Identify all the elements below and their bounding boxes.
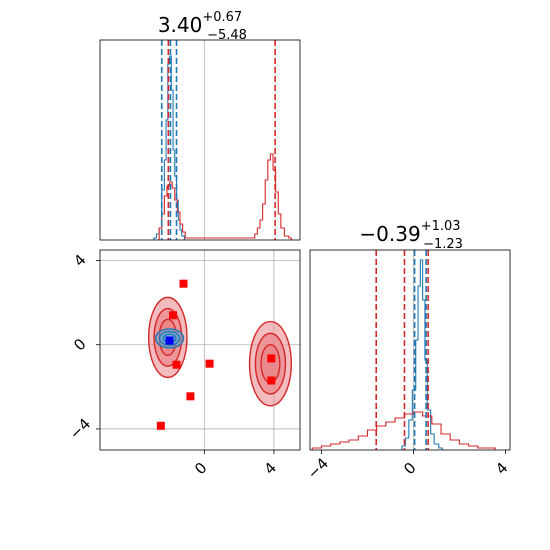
- x-axis-ticks: −4 0 4: [304, 450, 512, 483]
- sample-marker: [267, 354, 276, 363]
- chart-title-1: 3.40+0.67 −5.48: [158, 10, 247, 43]
- marginal-histogram-1-panel: 3.40+0.67 −5.48: [99, 10, 301, 241]
- y-tick-label: −4: [66, 415, 94, 443]
- title-2-upper-error: +1.03: [421, 219, 461, 234]
- axes-frame: [99, 249, 301, 451]
- title-2-lower-error: −1.23: [423, 237, 463, 252]
- sample-marker: [267, 376, 276, 385]
- chart-title-2: −0.39+1.03 −1.23: [359, 219, 462, 252]
- sample-points-group: [156, 279, 276, 430]
- title-1-lower-error: −5.48: [207, 28, 247, 43]
- sample-marker: [186, 392, 195, 401]
- sample-marker: [205, 359, 214, 368]
- marginal-histogram-2-panel: −4 0 4 −0.39+1.03 −1.23: [304, 219, 512, 483]
- y-tick-label: 0: [70, 335, 89, 354]
- x-tick-label: 4: [261, 459, 280, 478]
- sample-marker: [169, 311, 178, 320]
- axes-frame: [309, 249, 511, 451]
- quantile-lines-group: [160, 40, 276, 240]
- sample-marker: [179, 279, 188, 288]
- histogram-series: [401, 259, 443, 450]
- histogram-series-group: [153, 55, 292, 240]
- sample-marker: [165, 336, 174, 345]
- gridlines: [100, 250, 300, 450]
- title-1-upper-error: +0.67: [202, 10, 242, 25]
- plot-area: [310, 250, 510, 450]
- plot-area: [100, 40, 300, 240]
- title-2-value: −0.39: [359, 222, 420, 246]
- axes-frame: [99, 39, 301, 241]
- title-1-value: 3.40: [158, 13, 203, 37]
- sample-marker: [172, 360, 181, 369]
- sample-marker: [156, 421, 165, 430]
- x-tick-label: 0: [400, 459, 419, 478]
- y-tick-label: 4: [70, 251, 89, 270]
- quantile-lines-group: [375, 250, 429, 450]
- histogram-series: [158, 153, 292, 240]
- x-tick-label: 0: [191, 459, 210, 478]
- y-axis-ticks: 4 0 −4: [66, 251, 100, 443]
- x-tick-label: 4: [492, 459, 511, 478]
- x-tick-label: −4: [304, 454, 332, 482]
